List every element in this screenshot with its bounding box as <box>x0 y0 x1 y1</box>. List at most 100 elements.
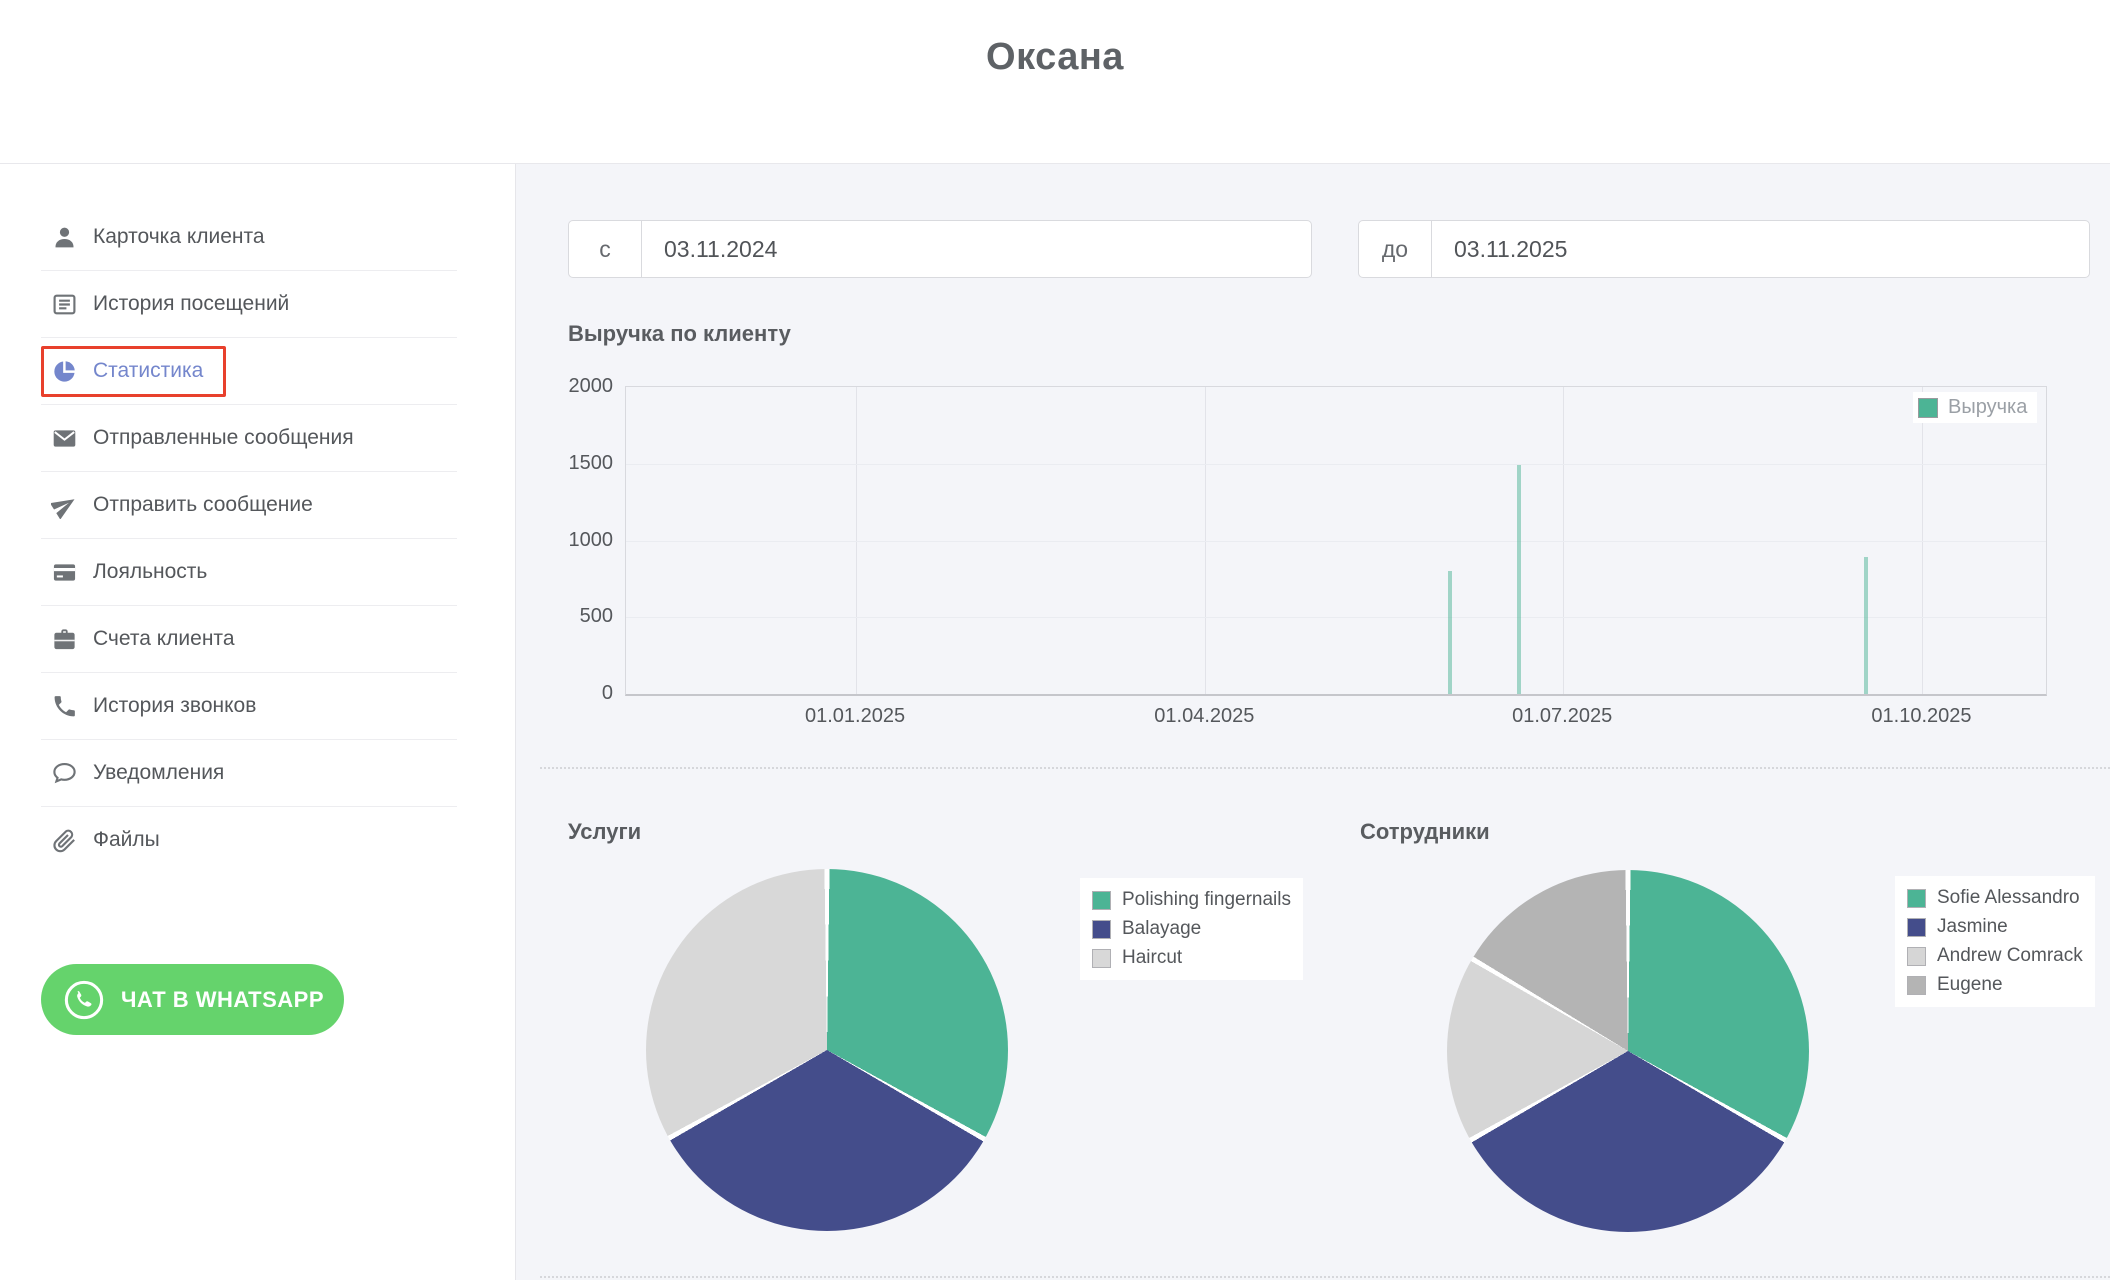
sidebar-item-label: Статистика <box>93 359 204 382</box>
legend-item[interactable]: Andrew Comrack <box>1907 942 2083 970</box>
x-axis-label: 01.10.2025 <box>1871 705 1972 727</box>
sidebar-item-list[interactable]: История посещений <box>41 271 457 338</box>
revenue-plot-area <box>625 386 2047 696</box>
legend-item[interactable]: Polishing fingernails <box>1092 886 1291 914</box>
pie-icon <box>51 358 78 385</box>
bottom-separator <box>540 1276 2110 1278</box>
x-axis-label: 01.07.2025 <box>1512 705 1613 727</box>
staff-pie-chart <box>1447 870 1809 1232</box>
card-icon <box>51 559 78 586</box>
sidebar-item-box: Отправленные сообщения <box>41 413 377 464</box>
y-axis-label: 0 <box>601 682 613 704</box>
sidebar-item-envelope[interactable]: Отправленные сообщения <box>41 405 457 472</box>
sidebar-item-label: Отправить сообщение <box>93 493 313 516</box>
sidebar-item-briefcase[interactable]: Счета клиента <box>41 606 457 673</box>
page-header: Оксана <box>0 0 2110 164</box>
date-to-input[interactable] <box>1432 221 2089 277</box>
x-axis-label: 01.01.2025 <box>804 705 906 727</box>
staff-legend: Sofie Alessandro Jasmine Andrew Comrack Eug… <box>1895 876 2095 1007</box>
staff-chart-title: Сотрудники <box>1360 819 1490 844</box>
sidebar-item-label: Файлы <box>93 828 160 851</box>
legend-swatch <box>1907 975 1926 995</box>
date-from-prefix: с <box>569 221 642 277</box>
send-icon <box>51 492 78 519</box>
revenue-legend-swatch <box>1918 397 1938 418</box>
sidebar-item-box: История посещений <box>41 279 312 330</box>
sidebar-item-phone[interactable]: История звонков <box>41 673 457 740</box>
horizontal-gridline <box>626 617 2046 619</box>
sidebar-item-label: Карточка клиента <box>93 225 265 248</box>
sidebar-item-label: Уведомления <box>93 761 225 784</box>
user-icon <box>51 224 78 251</box>
list-icon <box>51 291 78 318</box>
revenue-legend-label: Выручка <box>1948 396 2028 418</box>
legend-label: Eugene <box>1937 974 2003 995</box>
sidebar-item-box: Уведомления <box>41 748 247 799</box>
legend-label: Jasmine <box>1937 916 2008 937</box>
chat-icon <box>51 760 78 787</box>
sidebar: Карточка клиента История посещений Статист… <box>0 164 516 1280</box>
legend-item[interactable]: Balayage <box>1092 915 1291 943</box>
revenue-chart-title: Выручка по клиенту <box>568 321 791 346</box>
y-axis-label: 1500 <box>568 451 614 474</box>
legend-item[interactable]: Eugene <box>1907 971 2083 999</box>
sidebar-item-label: Лояльность <box>93 560 208 583</box>
legend-item[interactable]: Haircut <box>1092 944 1291 972</box>
legend-swatch <box>1907 917 1926 937</box>
phone-icon <box>51 693 78 720</box>
sidebar-item-send[interactable]: Отправить сообщение <box>41 472 457 539</box>
sidebar-item-box: История звонков <box>41 681 279 732</box>
services-pie-chart <box>646 869 1008 1231</box>
sidebar-item-box: Файлы <box>41 815 183 866</box>
services-chart-title: Услуги <box>568 819 642 844</box>
sidebar-item-box: Статистика <box>41 345 227 397</box>
sidebar-item-chat[interactable]: Уведомления <box>41 740 457 807</box>
legend-swatch <box>1907 888 1926 908</box>
whatsapp-icon <box>61 977 107 1023</box>
horizontal-gridline <box>626 540 2046 542</box>
sidebar-item-label: История звонков <box>93 694 257 717</box>
sidebar-item-user[interactable]: Карточка клиента <box>41 204 457 271</box>
date-to-prefix: до <box>1359 221 1432 277</box>
legend-swatch <box>1907 946 1926 966</box>
sidebar-item-box: Счета клиента <box>41 614 258 665</box>
legend-label: Sofie Alessandro <box>1937 887 2080 908</box>
legend-item[interactable]: Sofie Alessandro <box>1907 884 2083 912</box>
sidebar-item-box: Карточка клиента <box>41 212 288 263</box>
sidebar-menu: Карточка клиента История посещений Статист… <box>0 204 515 873</box>
revenue-bar <box>1863 557 1868 694</box>
paperclip-icon <box>51 827 78 854</box>
horizontal-gridline <box>626 463 2046 465</box>
sidebar-item-box: Лояльность <box>41 547 230 598</box>
page-title: Оксана <box>986 36 1124 78</box>
legend-label: Balayage <box>1122 918 1202 939</box>
date-from-input[interactable] <box>642 221 1311 277</box>
legend-swatch <box>1092 919 1111 939</box>
whatsapp-chat-button[interactable]: ЧАТ В WHATSAPP <box>41 964 344 1035</box>
revenue-legend[interactable]: Выручка <box>1913 392 2038 423</box>
sidebar-item-paperclip[interactable]: Файлы <box>41 807 457 873</box>
legend-swatch <box>1092 890 1111 910</box>
y-axis-label: 1000 <box>568 528 614 551</box>
sidebar-item-label: История посещений <box>93 292 290 315</box>
legend-item[interactable]: Jasmine <box>1907 913 2083 941</box>
statistics-panel: с до Выручка по клиенту 0 500 1000 1500 2000… <box>516 164 2110 1280</box>
legend-swatch <box>1092 948 1111 968</box>
date-range-from: с <box>568 220 1312 278</box>
sidebar-item-pie[interactable]: Статистика <box>41 338 457 405</box>
y-axis-label: 2000 <box>568 375 614 397</box>
services-legend: Polishing fingernails Balayage Haircut <box>1080 878 1303 980</box>
whatsapp-button-label: ЧАТ В WHATSAPP <box>120 986 325 1012</box>
x-axis-label: 01.04.2025 <box>1154 705 1255 727</box>
sidebar-item-label: Отправленные сообщения <box>93 426 354 449</box>
section-separator <box>540 767 2110 769</box>
sidebar-item-box: Отправить сообщение <box>41 480 336 531</box>
date-range-to: до <box>1358 220 2090 278</box>
legend-label: Andrew Comrack <box>1937 945 2083 966</box>
legend-label: Polishing fingernails <box>1122 889 1291 910</box>
sidebar-item-card[interactable]: Лояльность <box>41 539 457 606</box>
legend-label: Haircut <box>1122 947 1183 968</box>
sidebar-item-label: Счета клиента <box>93 627 235 650</box>
y-axis-label: 500 <box>579 605 613 628</box>
revenue-bar <box>1517 465 1522 694</box>
